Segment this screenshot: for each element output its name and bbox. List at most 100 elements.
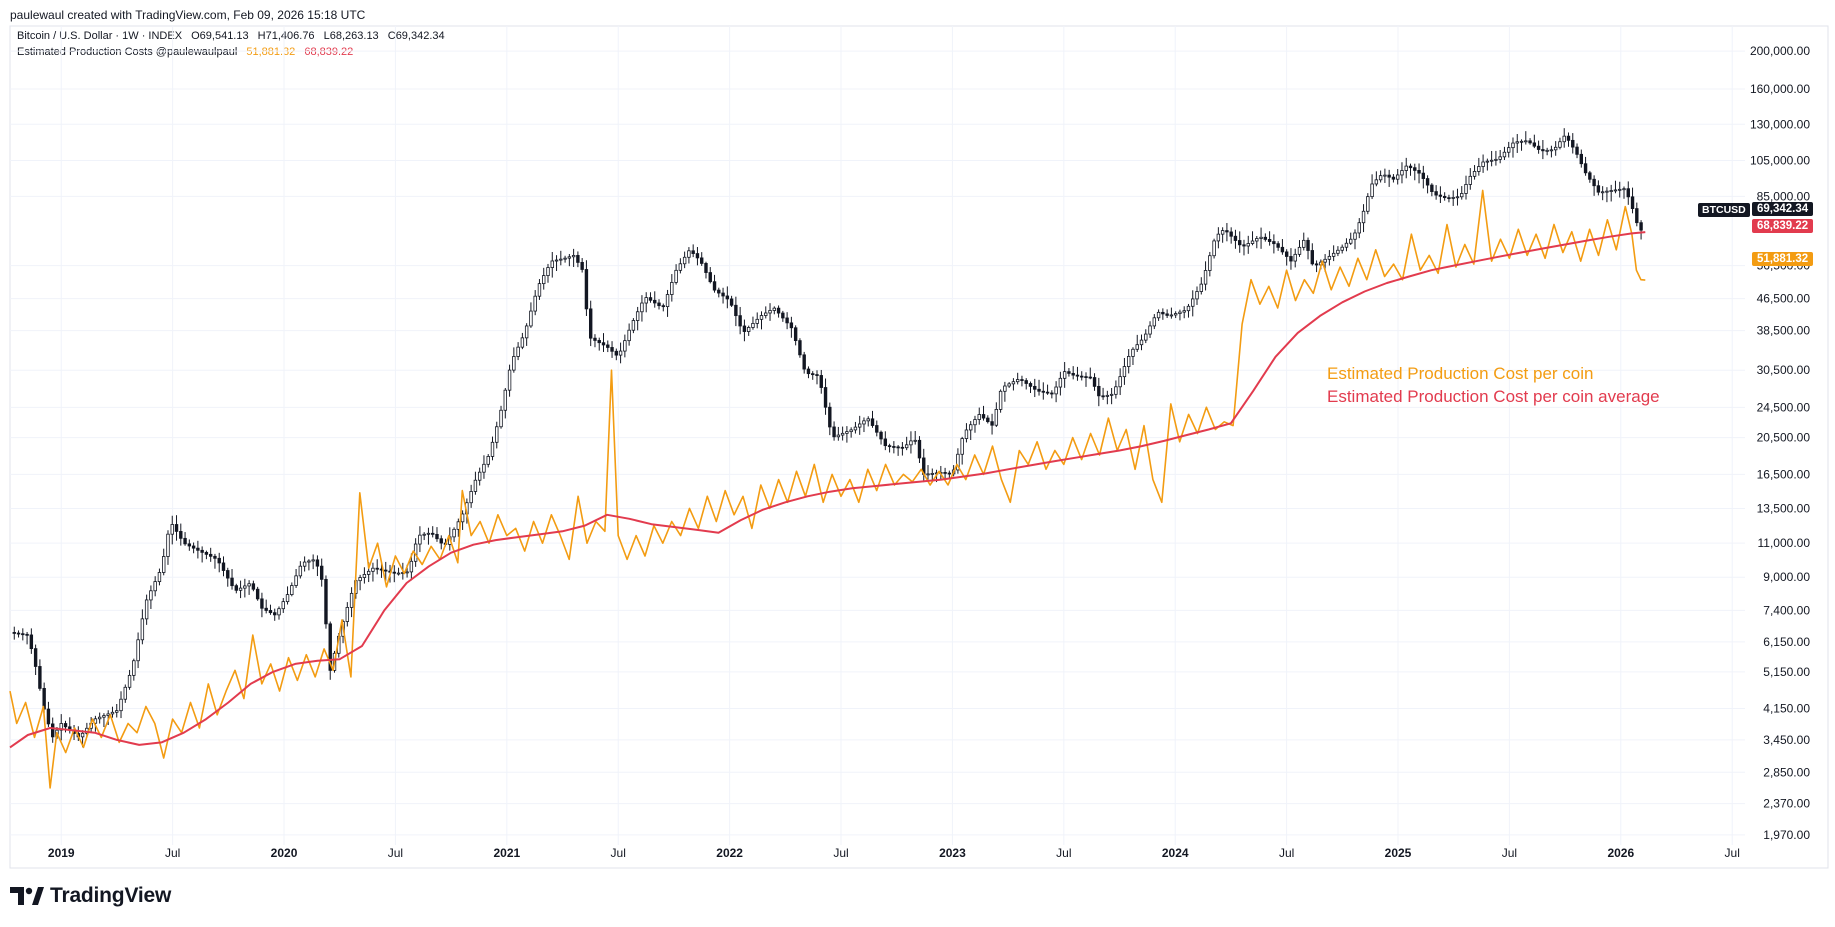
candle-body (1592, 178, 1596, 187)
candle-body (1122, 366, 1127, 378)
candle-body (776, 307, 781, 314)
candle-body (1630, 196, 1635, 209)
candle-body (1225, 230, 1229, 233)
candle-body (926, 473, 930, 476)
candle-body (708, 272, 712, 283)
candle-body (751, 323, 755, 328)
credit-line: paulewaul created with TradingView.com, … (10, 8, 366, 22)
candle-body (913, 439, 917, 442)
candle-body (179, 531, 183, 539)
price-chart[interactable]: 200,000.00 160,000.00 130,000.00 105,000.00… (0, 0, 1835, 880)
candle-body (1284, 251, 1289, 257)
ohlc-close: C69,342.34 (387, 30, 445, 42)
tradingview-wordmark: TradingView (50, 884, 172, 907)
candle-body (832, 426, 836, 438)
x-tick-label: Jul (1056, 846, 1071, 860)
candle-body (640, 302, 644, 313)
y-tick-label: 2,370.00 (1763, 797, 1810, 811)
candle-body (806, 368, 811, 375)
candle-body (268, 610, 273, 614)
candle-body (319, 565, 324, 580)
candle-body (260, 598, 264, 609)
candle-body (1583, 163, 1588, 174)
candle-body (1263, 236, 1268, 240)
candle-body (746, 327, 751, 332)
candle-body (1011, 381, 1016, 385)
candle-body (1549, 149, 1554, 152)
candle-body (866, 418, 870, 422)
candle-body (477, 471, 482, 481)
candle-body (759, 315, 764, 320)
candle-body (588, 308, 593, 339)
x-tick-label: 2021 (493, 846, 520, 860)
y-tick-label: 5,150.00 (1763, 665, 1810, 679)
candle-body (1404, 165, 1408, 171)
candle-body (1173, 313, 1178, 316)
tradingview-logo[interactable]: TradingView (10, 884, 171, 908)
candle-body (1075, 374, 1080, 377)
candle-body (1297, 246, 1302, 255)
candle-body (1613, 189, 1618, 192)
y-tick-label: 6,150.00 (1763, 635, 1810, 649)
candle-body (789, 322, 794, 329)
y-tick-label: 85,000.00 (1757, 189, 1811, 203)
candle-body (1186, 305, 1191, 312)
candle-body (610, 347, 614, 352)
candle-body (1596, 185, 1601, 193)
candle-body (930, 472, 934, 475)
candle-body (1067, 371, 1071, 374)
candle-body (593, 337, 597, 341)
candle-body (661, 305, 665, 308)
y-tick-label: 46,500.00 (1757, 292, 1811, 306)
indicator-legend: Estimated Production Costs @paulewaulpau… (17, 46, 359, 58)
candle-body (238, 587, 243, 591)
candle-body (59, 723, 63, 731)
ticker-tag: BTCUSD (1698, 203, 1750, 217)
candle-body (567, 256, 572, 259)
candle-body (1242, 244, 1246, 247)
candle-body (1212, 240, 1216, 257)
candle-body (721, 292, 725, 297)
candle-body (687, 250, 691, 258)
candle-body (1088, 376, 1092, 379)
series-layer (9, 128, 1646, 789)
candle-body (990, 421, 994, 426)
candle-body (136, 639, 140, 662)
candle-body (1080, 375, 1084, 378)
candle-body (892, 446, 896, 448)
candle-body (409, 560, 414, 573)
candle-body (887, 445, 892, 448)
candle-body (1579, 153, 1584, 165)
candle-body (264, 607, 268, 611)
candle-body (1451, 197, 1455, 199)
candle-body (1553, 146, 1558, 151)
candle-body (1033, 385, 1037, 390)
candle-body (281, 601, 285, 610)
candle-body (349, 592, 354, 608)
x-tick-label: Jul (833, 846, 848, 860)
candle-body (1131, 348, 1135, 357)
candle-body (653, 299, 657, 304)
candle-body (384, 569, 388, 572)
candle-body (290, 585, 294, 595)
ohlc-low: L68,263.13 (323, 30, 379, 42)
candle-body (97, 716, 102, 720)
candle-body (1152, 317, 1157, 327)
candle-body (1336, 249, 1340, 254)
candle-body (418, 534, 422, 545)
candle-body (1041, 390, 1046, 393)
candle-body (768, 310, 772, 314)
candle-body (1609, 190, 1613, 192)
candle-body (725, 295, 730, 300)
candle-body (1238, 240, 1242, 246)
x-tick-label: 2024 (1162, 846, 1189, 860)
candle-body (571, 255, 576, 258)
candle-body (1378, 175, 1383, 181)
candle-body (742, 325, 747, 332)
candle-body (875, 425, 879, 433)
x-tick-label: 2025 (1385, 846, 1412, 860)
x-tick-label: Jul (1725, 846, 1740, 860)
candle-body (1502, 151, 1507, 158)
candle-body (1259, 236, 1263, 239)
candle-body (358, 577, 362, 582)
